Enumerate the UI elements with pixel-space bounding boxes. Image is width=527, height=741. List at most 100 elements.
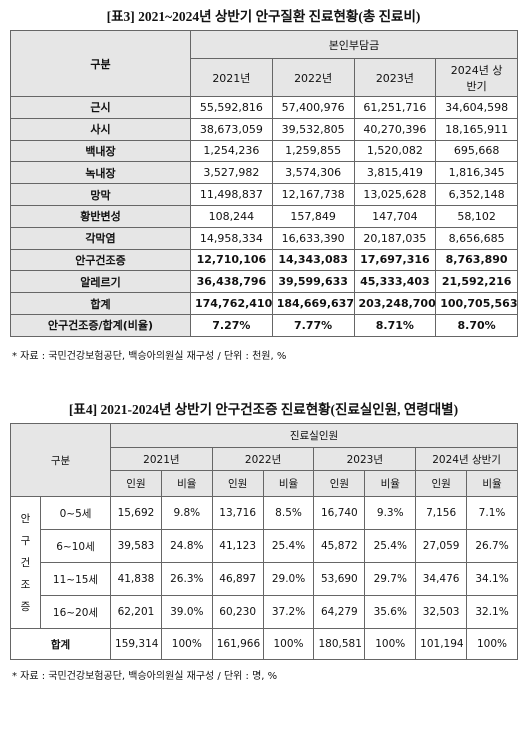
row-label: 사시	[10, 117, 191, 141]
data-cell: 100%	[262, 628, 315, 660]
data-cell: 3,815,419	[353, 161, 437, 185]
data-cell: 147,704	[353, 204, 437, 228]
data-cell: 55,592,816	[190, 96, 273, 119]
data-cell: 203,248,700	[353, 292, 437, 315]
data-cell: 695,668	[435, 139, 518, 163]
data-row: 안구건조증/합계(비율) 7.27% 7.77% 8.71% 8.70%	[10, 313, 518, 337]
data-cell: 100,705,563	[435, 292, 518, 315]
data-row: 안구건조증 12,710,106 14,343,083 17,697,316 8,763…	[10, 248, 518, 272]
header-row: 인원 비율 인원 비율 인원 비율 인원 비율	[11, 470, 518, 497]
data-cell: 40,270,396	[353, 117, 437, 141]
header-cell: 인원	[211, 470, 264, 497]
row-label: 백내장	[10, 139, 191, 163]
header-cell: 인원	[415, 470, 468, 497]
header-cell: 2023년	[313, 447, 417, 471]
row-label: 황반변성	[10, 204, 191, 228]
header-cell: 구분	[9, 423, 112, 497]
data-cell: 8.5%	[262, 496, 315, 530]
header-cell: 인원	[110, 470, 162, 497]
data-cell: 45,872	[313, 529, 366, 563]
row-label: 0~5세	[39, 496, 112, 530]
row-label: 합계	[9, 628, 112, 660]
data-cell: 53,690	[313, 562, 366, 596]
header-cell: 2022년	[271, 58, 355, 97]
data-cell: 26.7%	[466, 529, 518, 563]
data-cell: 17,697,316	[353, 248, 437, 272]
header-cell: 구분	[10, 30, 191, 97]
row-label: 안구건조증	[10, 248, 191, 272]
data-cell: 41,838	[110, 562, 162, 596]
table-body: 구분 본인부담금 2021년 2022년 2023년 2024년 상반기 근시 55,5…	[10, 30, 518, 337]
data-cell: 7.77%	[271, 313, 355, 337]
data-cell: 101,194	[415, 628, 468, 660]
data-cell: 39,583	[110, 529, 162, 563]
data-cell: 174,762,410	[190, 292, 273, 315]
data-cell: 6,352,148	[435, 183, 518, 206]
data-cell: 159,314	[110, 628, 162, 660]
data-cell: 39,599,633	[271, 270, 355, 294]
row-label: 6~10세	[39, 529, 112, 563]
table-body: 구분 진료실인원 2021년 2022년 2023년 2024년 상반기 인원 비율 인원…	[9, 423, 518, 660]
header-cell: 비율	[364, 470, 417, 497]
data-cell: 24.8%	[160, 529, 213, 563]
data-cell: 38,673,059	[190, 117, 273, 141]
data-cell: 1,254,236	[190, 139, 273, 163]
header-cell: 비율	[262, 470, 315, 497]
data-cell: 13,716	[211, 496, 264, 530]
group-label: 안구건조증	[20, 512, 31, 613]
data-cell: 13,025,628	[353, 183, 437, 206]
table-title: [표4] 2021-2024년 상반기 안구건조증 진료현황(진료실인원, 연령…	[68, 402, 459, 417]
data-cell: 12,167,738	[271, 183, 355, 206]
header-row: 2021년 2022년 2023년 2024년 상반기	[11, 447, 518, 471]
data-row: 사시 38,673,059 39,532,805 40,270,396 18,165,9…	[10, 117, 518, 141]
data-cell: 57,400,976	[271, 96, 355, 119]
data-cell: 7.27%	[190, 313, 273, 337]
data-cell: 39,532,805	[271, 117, 355, 141]
data-cell: 62,201	[110, 595, 162, 629]
data-cell: 8,656,685	[435, 226, 518, 250]
header-cell: 2021년	[110, 447, 213, 471]
data-cell: 26.3%	[160, 562, 213, 596]
data-cell: 184,669,637	[271, 292, 355, 315]
data-cell: 25.4%	[262, 529, 315, 563]
data-cell: 18,165,911	[435, 117, 518, 141]
source-note: * 자료 : 국민건강보험공단, 백승아의원실 재구성 / 단위 : 명, %	[12, 671, 278, 682]
data-cell: 29.0%	[262, 562, 315, 596]
data-cell: 8.70%	[435, 313, 518, 337]
data-row: 망막 11,498,837 12,167,738 13,025,628 6,352,14…	[10, 183, 518, 206]
data-row: 11~15세 41,838 26.3% 46,897 29.0% 53,690 29.7% 3…	[11, 562, 518, 596]
header-cell: 인원	[313, 470, 366, 497]
data-row: 안구건조증 0~5세 15,692 9.8% 13,716 8.5% 16,740 9.3% 7…	[10, 496, 518, 629]
data-cell: 34,476	[415, 562, 468, 596]
header-row: 구분 진료실인원	[9, 423, 518, 497]
row-label: 16~20세	[39, 595, 112, 629]
header-cell: 진료실인원	[110, 423, 518, 448]
header-cell: 본인부담금	[190, 30, 518, 59]
data-cell: 61,251,716	[353, 96, 437, 119]
data-cell: 1,816,345	[435, 161, 518, 185]
data-cell: 100%	[160, 628, 213, 660]
data-cell: 157,849	[271, 204, 355, 228]
data-cell: 39.0%	[160, 595, 213, 629]
data-row: 합계 174,762,410 184,669,637 203,248,700 100,7…	[10, 292, 518, 315]
data-cell: 8,763,890	[435, 248, 518, 272]
data-cell: 16,633,390	[271, 226, 355, 250]
data-cell: 46,897	[211, 562, 264, 596]
header-row: 구분 본인부담금	[10, 30, 518, 97]
data-cell: 100%	[364, 628, 417, 660]
data-cell: 108,244	[190, 204, 273, 228]
data-cell: 14,958,334	[190, 226, 273, 250]
row-label: 11~15세	[39, 562, 112, 596]
data-cell: 20,187,035	[353, 226, 437, 250]
data-cell: 32,503	[415, 595, 468, 629]
data-cell: 161,966	[211, 628, 264, 660]
data-cell: 11,498,837	[190, 183, 273, 206]
data-cell: 8.71%	[353, 313, 437, 337]
data-cell: 37.2%	[262, 595, 315, 629]
table-title: [표3] 2021~2024년 상반기 안구질환 진료현황(총 진료비)	[106, 9, 421, 24]
data-cell: 32.1%	[466, 595, 518, 629]
data-row: 황반변성 108,244 157,849 147,704 58,102	[10, 204, 518, 228]
row-label: 근시	[10, 96, 191, 119]
